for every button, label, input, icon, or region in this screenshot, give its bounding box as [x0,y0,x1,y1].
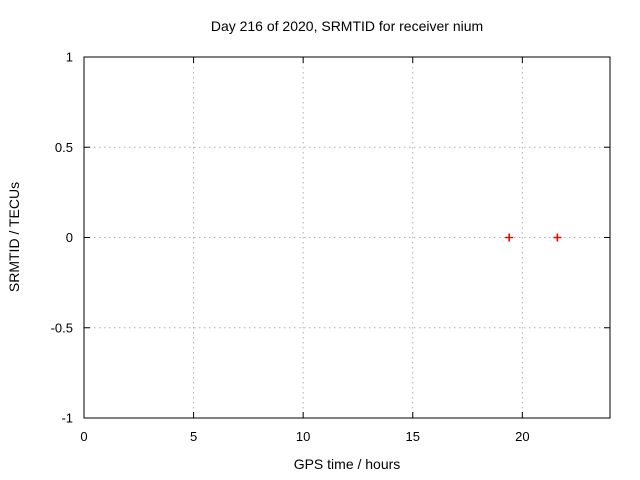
data-point-marker [553,233,562,242]
x-tick-label: 0 [80,429,87,444]
y-tick-label: 1 [66,50,73,65]
x-tick-label: 5 [190,429,197,444]
x-tick-label: 10 [296,429,310,444]
chart-title: Day 216 of 2020, SRMTID for receiver niu… [210,18,484,34]
data-point-marker [505,233,514,242]
x-axis-label: GPS time / hours [293,456,401,472]
y-tick-label: -0.5 [51,320,73,335]
y-tick-label: 0 [66,230,73,245]
plot-border [83,56,611,419]
x-tick-label: 20 [515,429,529,444]
x-tick-label: 15 [406,429,420,444]
y-tick-label: 0.5 [55,140,73,155]
y-tick-label: -1 [61,411,73,426]
